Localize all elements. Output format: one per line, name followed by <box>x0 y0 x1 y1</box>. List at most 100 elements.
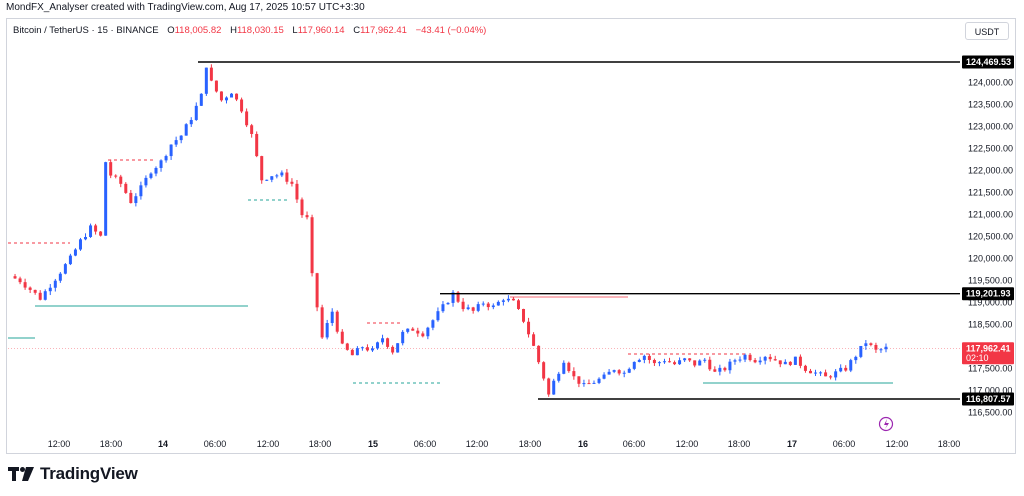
y-axis-tick: 122,500.00 <box>968 144 1013 154</box>
lightning-icon <box>878 416 894 432</box>
x-axis-tick: 12:00 <box>886 439 909 449</box>
candle-body <box>803 365 807 371</box>
candle-body <box>753 360 757 363</box>
candle-body <box>144 177 148 186</box>
candle-body <box>194 105 198 120</box>
candle-body <box>768 356 772 360</box>
price-label-box <box>962 342 1014 365</box>
brand-name: TradingView <box>40 464 138 483</box>
candle-body <box>154 167 158 174</box>
candle-body <box>255 133 259 157</box>
candle-body <box>230 93 234 98</box>
candle-body <box>421 333 425 337</box>
candle-body <box>733 360 737 362</box>
candle-body <box>250 125 254 134</box>
close-value: 117,962.41 <box>360 25 407 36</box>
candle-body <box>78 239 82 250</box>
price-label-box <box>962 55 1014 69</box>
candle-body <box>310 217 314 274</box>
price-label: 124,469.53 <box>966 57 1011 67</box>
candle-body <box>783 361 787 365</box>
candle-body <box>864 343 868 346</box>
candle-body <box>542 362 546 379</box>
candle-body <box>335 311 339 332</box>
high-value: 118,030.15 <box>236 25 284 36</box>
candle-body <box>159 160 163 168</box>
candle-body <box>798 356 802 366</box>
candle-body <box>829 376 833 378</box>
candle-body <box>673 362 677 365</box>
candle-body <box>305 215 309 218</box>
candle-body <box>657 362 661 364</box>
candle-body <box>345 343 349 350</box>
candle-body <box>602 374 606 379</box>
candle-body <box>491 305 495 308</box>
open-value: 118,005.82 <box>174 25 222 36</box>
candle-body <box>668 361 672 363</box>
candle-body <box>537 345 541 363</box>
x-axis-tick: 16 <box>578 439 588 449</box>
candle-body <box>708 359 712 370</box>
x-axis-tick: 18:00 <box>519 439 542 449</box>
candle-body <box>758 360 762 363</box>
candle-body <box>456 292 460 302</box>
symbol-label[interactable]: Bitcoin / TetherUS · 15 · BINANCE <box>13 25 159 36</box>
candle-body <box>325 323 329 338</box>
candle-body <box>773 359 777 361</box>
close-label: C <box>353 25 361 36</box>
candle-body <box>466 307 470 310</box>
x-axis-tick: 17 <box>787 439 797 449</box>
candle-body <box>532 334 536 346</box>
candle-body <box>23 282 27 288</box>
candle-body <box>179 135 183 141</box>
candle-body <box>99 231 103 236</box>
candle-body <box>552 380 556 395</box>
candle-body <box>436 311 440 321</box>
x-axis-tick: 12:00 <box>48 439 71 449</box>
candle-body <box>522 308 526 322</box>
candle-body <box>557 373 561 381</box>
candle-body <box>698 360 702 366</box>
candle-body <box>270 176 274 180</box>
candle-body <box>879 349 883 351</box>
candle-body <box>43 291 47 300</box>
y-axis-tick: 123,000.00 <box>968 122 1013 132</box>
candle-body <box>129 192 133 204</box>
currency-selector[interactable]: USDT <box>965 22 1009 40</box>
candle-body <box>285 172 289 182</box>
candle-body <box>426 327 430 337</box>
candle-body <box>788 361 792 365</box>
y-axis-tick: 120,500.00 <box>968 232 1013 242</box>
candle-body <box>290 181 294 184</box>
candle-body <box>597 378 601 383</box>
candle-body <box>486 303 490 308</box>
candle-body <box>647 355 651 360</box>
x-axis-tick: 18:00 <box>728 439 751 449</box>
open-label: O <box>167 25 175 36</box>
candle-body <box>678 360 682 365</box>
candle-body <box>849 360 853 371</box>
candle-body <box>652 359 656 364</box>
candle-body <box>587 383 591 385</box>
candle-body <box>511 298 515 301</box>
candle-body <box>793 356 797 365</box>
candle-body <box>476 304 480 311</box>
candle-body <box>189 119 193 125</box>
candle-body <box>360 347 364 349</box>
candle-body <box>315 273 319 308</box>
candle-body <box>824 372 828 377</box>
candle-body <box>527 321 531 335</box>
candle-body <box>718 367 722 372</box>
candle-body <box>340 331 344 344</box>
candle-body <box>814 372 818 374</box>
candle-body <box>89 225 93 237</box>
candle-body <box>174 140 178 145</box>
candle-body <box>119 176 123 184</box>
x-axis-tick: 12:00 <box>466 439 489 449</box>
candle-body <box>612 370 616 372</box>
tradingview-logo-icon <box>8 467 34 481</box>
candle-body <box>808 370 812 374</box>
candle-body <box>401 331 405 344</box>
candle-body <box>778 360 782 365</box>
